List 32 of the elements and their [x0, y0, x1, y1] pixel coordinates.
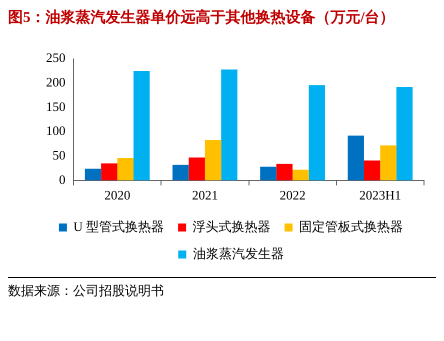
legend-label: 固定管板式换热器 — [299, 218, 404, 234]
bar — [188, 158, 205, 180]
y-tick-label: 0 — [59, 172, 66, 187]
legend-label: U 型管式换热器 — [73, 218, 164, 234]
y-tick-label: 200 — [46, 74, 66, 90]
bar — [292, 170, 309, 180]
bar — [260, 166, 276, 180]
bar — [172, 164, 189, 180]
bar — [101, 163, 118, 180]
x-tick-label: 2020 — [104, 188, 130, 203]
bar — [348, 136, 364, 180]
bar — [396, 87, 413, 180]
y-tick-label: 150 — [46, 98, 66, 114]
x-tick-label: 2021 — [192, 188, 218, 203]
chart-title: 图5：油浆蒸汽发生器单价远高于其他换热设备（万元/台） — [8, 8, 396, 28]
bar — [221, 70, 238, 180]
bar — [117, 158, 134, 180]
y-tick-label: 100 — [46, 123, 66, 138]
y-tick-label: 250 — [46, 50, 66, 66]
bar — [380, 145, 396, 180]
y-tick-label: 50 — [52, 148, 66, 162]
bar — [308, 85, 325, 180]
legend-label: 浮头式换热器 — [192, 218, 271, 234]
bar — [84, 168, 102, 180]
bar — [276, 164, 293, 180]
x-tick-label: 2023H1 — [359, 188, 402, 203]
x-tick-label: 2022 — [280, 188, 306, 203]
bar — [364, 160, 380, 180]
legend-label: 油浆蒸汽发生器 — [192, 246, 284, 261]
bar — [134, 70, 150, 180]
bar — [204, 140, 222, 180]
source-note: 数据来源：公司招股说明书 — [8, 282, 165, 300]
